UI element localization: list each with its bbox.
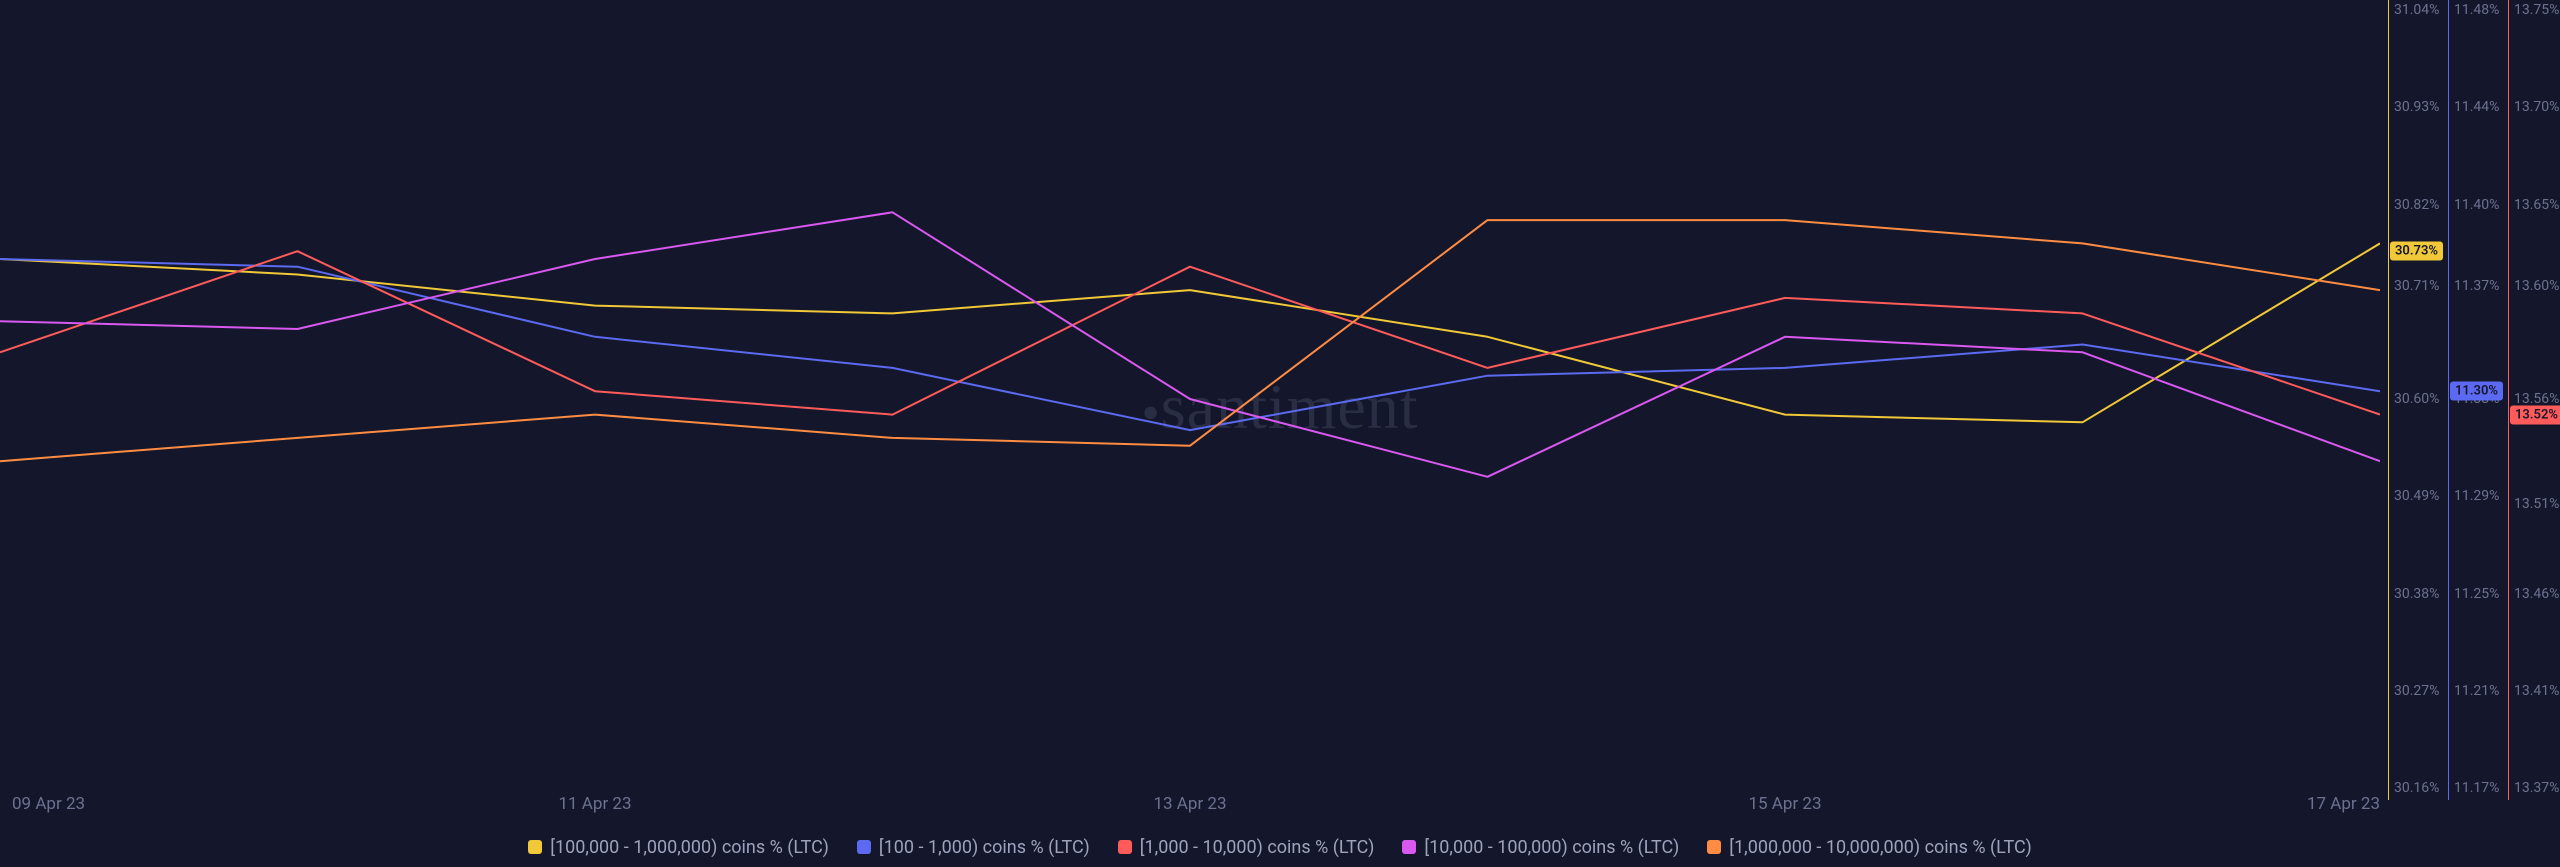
y-tick-label: 30.27% [2394,683,2439,699]
y-tick-label: 13.51% [2514,496,2559,512]
series-s_blue[interactable] [0,259,2380,430]
y-tick-label: 11.21% [2454,683,2499,699]
legend-label: [1,000,000 - 10,000,000) coins % (LTC) [1729,837,2031,858]
y-tick-label: 30.60% [2394,391,2439,407]
x-tick-label: 11 Apr 23 [558,794,631,814]
legend-item[interactable]: [1,000,000 - 10,000,000) coins % (LTC) [1707,837,2031,858]
y-axis-rule [2388,0,2389,800]
series-s_magenta[interactable] [0,212,2380,477]
line-chart[interactable] [0,0,2380,800]
legend-swatch [528,840,542,854]
y-tick-label: 13.41% [2514,683,2559,699]
y-axis: 13.75%13.70%13.65%13.60%13.56%13.51%13.4… [2500,0,2560,800]
x-tick-label: 15 Apr 23 [1748,794,1821,814]
y-axis: 31.04% 30.93% 30.82% 30.71% 30.60% 30.49% 30.3… [2380,0,2440,800]
x-tick-label: 17 Apr 23 [2307,794,2380,814]
y-tick-label: 30.82% [2394,197,2439,213]
legend-swatch [857,840,871,854]
y-current-badge: 13.52% [2510,405,2560,424]
y-tick-label: 13.60% [2514,278,2559,294]
y-tick-label: 11.40% [2454,197,2499,213]
legend-swatch [1402,840,1416,854]
y-tick-label: 30.38% [2394,586,2439,602]
legend-item[interactable]: [100,000 - 1,000,000) coins % (LTC) [528,837,829,858]
legend-label: [100 - 1,000) coins % (LTC) [879,837,1090,858]
series-s_red[interactable] [0,251,2380,414]
y-tick-label: 13.46% [2514,586,2559,602]
y-tick-label: 13.37% [2514,780,2559,796]
y-axis-rule [2448,0,2449,800]
y-tick-label: 11.25% [2454,586,2499,602]
x-tick-label: 13 Apr 23 [1153,794,1226,814]
chart-container: •santiment 09 Apr 2311 Apr 2313 Apr 2315… [0,0,2560,867]
y-tick-label: 30.93% [2394,99,2439,115]
y-tick-label: 11.44% [2454,99,2499,115]
y-axis: 11.48%11.44%11.40%11.37%11.33%11.29%11.2… [2440,0,2500,800]
y-tick-label: 13.75% [2514,2,2559,18]
series-s_orange[interactable] [0,220,2380,461]
y-tick-label: 30.16% [2394,780,2439,796]
x-tick-label: 09 Apr 23 [12,794,85,814]
y-tick-label: 13.65% [2514,197,2559,213]
legend-item[interactable]: [1,000 - 10,000) coins % (LTC) [1118,837,1375,858]
y-tick-label: 30.49% [2394,488,2439,504]
legend-item[interactable]: [10,000 - 100,000) coins % (LTC) [1402,837,1679,858]
y-tick-label: 31.04% [2394,2,2439,18]
legend-swatch [1118,840,1132,854]
legend-label: [1,000 - 10,000) coins % (LTC) [1140,837,1375,858]
legend: [100,000 - 1,000,000) coins % (LTC) [100 … [0,837,2560,860]
y-tick-label: 30.71% [2394,278,2439,294]
y-tick-label: 11.48% [2454,2,2499,18]
legend-label: [10,000 - 100,000) coins % (LTC) [1424,837,1679,858]
y-tick-label: 11.29% [2454,488,2499,504]
y-axes-group: 31.04% 30.93% 30.82% 30.71% 30.60% 30.49% 30.3… [2380,0,2560,800]
legend-swatch [1707,840,1721,854]
y-tick-label: 11.37% [2454,278,2499,294]
y-current-badge: 30.73% [2390,242,2443,261]
y-axis-rule [2508,0,2509,800]
legend-item[interactable]: [100 - 1,000) coins % (LTC) [857,837,1090,858]
legend-label: [100,000 - 1,000,000) coins % (LTC) [550,837,829,858]
series-s_yellow[interactable] [0,243,2380,422]
y-tick-label: 11.17% [2454,780,2499,796]
y-current-badge: 11.30% [2450,382,2503,401]
y-tick-label: 13.70% [2514,99,2559,115]
